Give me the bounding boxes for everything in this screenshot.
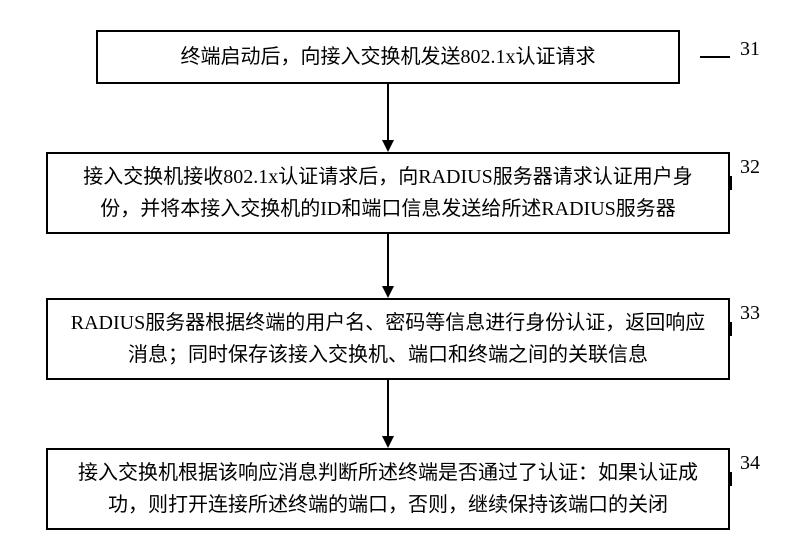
flow-step-2: 接入交换机接收802.1x认证请求后，向RADIUS服务器请求认证用户身份，并将… [46,152,730,234]
flow-step-1: 终端启动后，向接入交换机发送802.1x认证请求 [96,30,680,84]
flow-step-3: RADIUS服务器根据终端的用户名、密码等信息进行身份认证，返回响应消息；同时保… [46,298,730,380]
flow-step-3-tick [730,322,732,336]
arrow-1-2 [388,84,389,152]
flow-step-3-number: 33 [740,302,760,325]
flow-step-2-tick [730,176,732,190]
arrow-2-3 [388,234,389,298]
flowchart-canvas: 终端启动后，向接入交换机发送802.1x认证请求 31 接入交换机接收802.1… [0,0,800,553]
flow-step-2-number: 32 [740,156,760,179]
flow-step-2-text: 接入交换机接收802.1x认证请求后，向RADIUS服务器请求认证用户身份，并将… [64,161,712,225]
flow-step-3-text: RADIUS服务器根据终端的用户名、密码等信息进行身份认证，返回响应消息；同时保… [64,307,712,371]
flow-step-4: 接入交换机根据该响应消息判断所述终端是否通过了认证：如果认证成功，则打开连接所述… [46,448,730,530]
flow-step-4-tick [730,472,732,486]
flow-step-1-text: 终端启动后，向接入交换机发送802.1x认证请求 [181,41,596,73]
flow-step-4-text: 接入交换机根据该响应消息判断所述终端是否通过了认证：如果认证成功，则打开连接所述… [64,457,712,521]
flow-step-4-number: 34 [740,452,760,475]
flow-step-1-number: 31 [740,38,760,61]
arrow-3-4 [388,380,389,448]
flow-step-1-tick [700,56,730,58]
